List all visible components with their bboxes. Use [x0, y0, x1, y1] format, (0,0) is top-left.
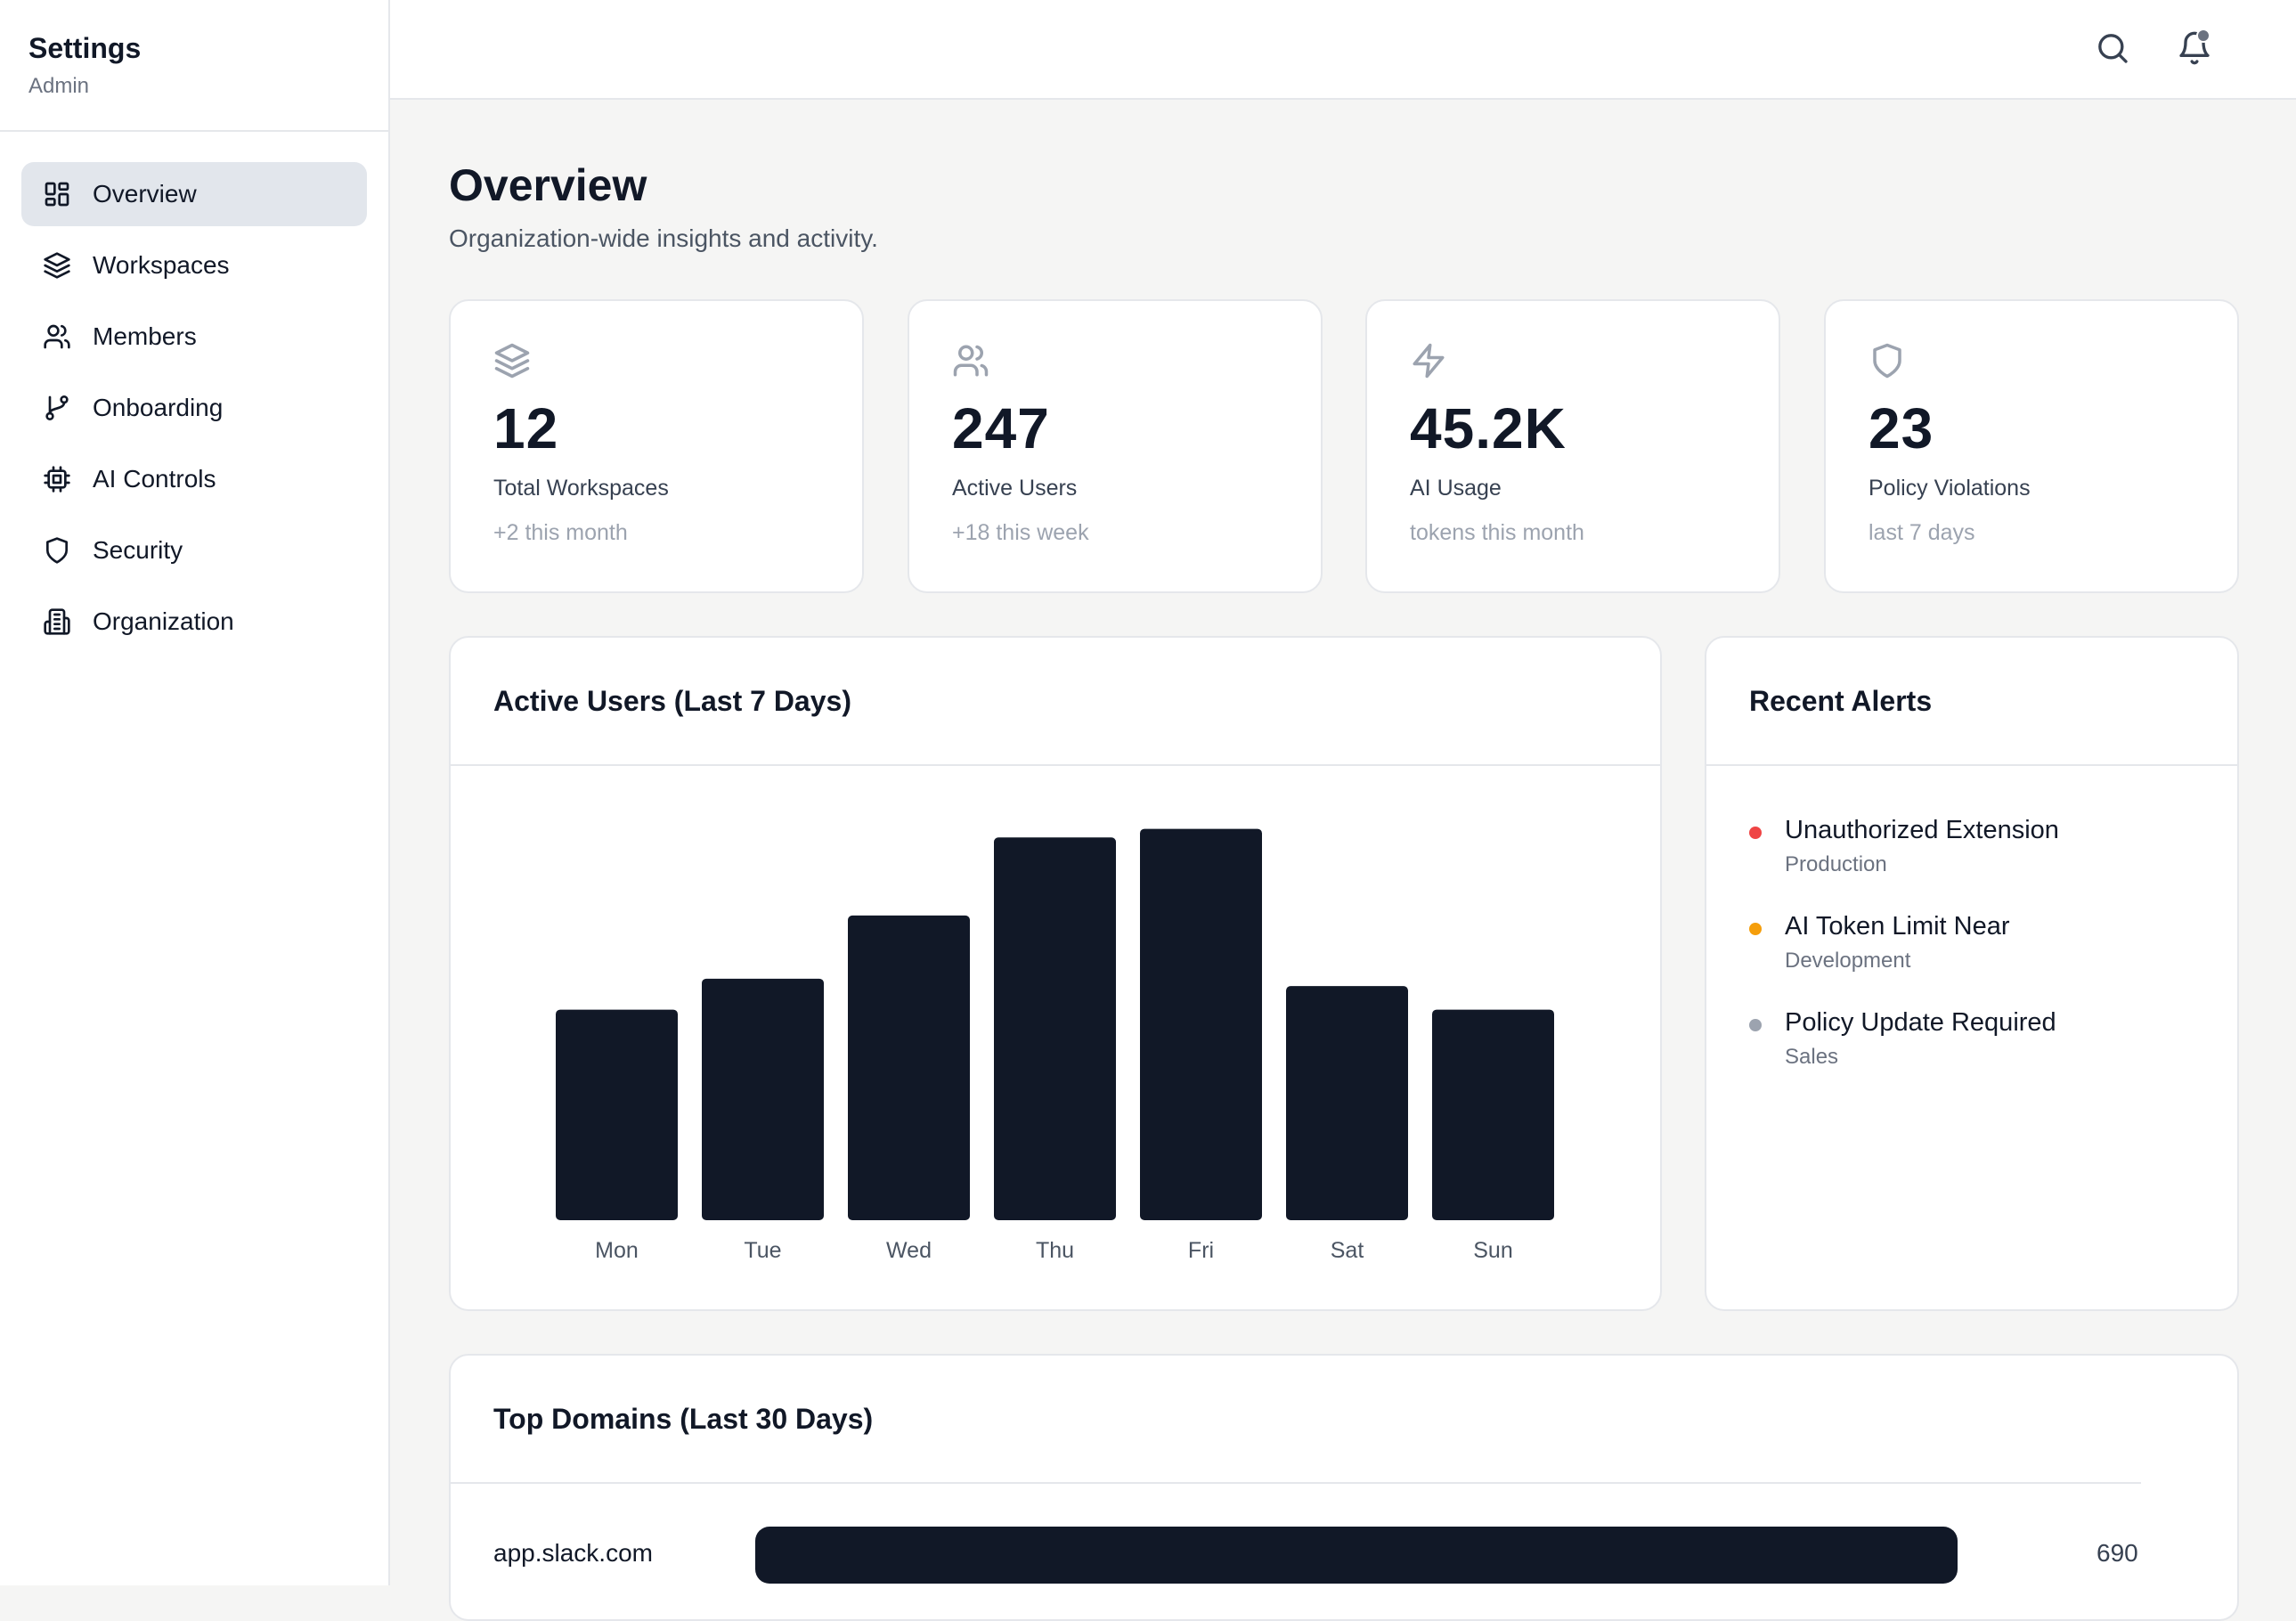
stat-label: Total Workspaces [493, 476, 669, 501]
active-users-bar-chart: Mon Tue Wed Thu Fri Sat Sun [556, 828, 1554, 1263]
search-icon[interactable] [2095, 30, 2130, 66]
sidebar-header: Settings Admin [0, 0, 388, 132]
sidebar-item-label: AI Controls [93, 465, 216, 493]
sidebar-item-ai-controls[interactable]: AI Controls [21, 447, 367, 511]
sidebar-nav: Overview Workspaces Members Onboarding A… [21, 162, 367, 661]
sidebar-item-label: Onboarding [93, 394, 224, 421]
sidebar-item-onboarding[interactable]: Onboarding [21, 376, 367, 440]
x-tick-label: Sat [1331, 1238, 1364, 1263]
bar-mon [556, 1009, 678, 1220]
x-tick-label: Mon [595, 1238, 639, 1263]
bar-sat [1286, 986, 1408, 1220]
card-header: Top Domains (Last 30 Days) [451, 1356, 2141, 1484]
top-bar [390, 0, 2296, 100]
stat-label: AI Usage [1410, 476, 1502, 501]
layers-icon [43, 251, 71, 280]
card-header: Active Users (Last 7 Days) [451, 638, 1660, 766]
alert-title: Unauthorized Extension [1785, 816, 2059, 844]
recent-alerts-card: Recent Alerts Unauthorized Extension Pro… [1705, 636, 2239, 1311]
dashboard-icon [43, 180, 71, 208]
x-tick-label: Sun [1473, 1238, 1512, 1263]
stat-label: Policy Violations [1869, 476, 2031, 501]
bar-sun [1432, 1009, 1554, 1220]
card-title: Recent Alerts [1749, 684, 1933, 717]
sidebar: Settings Admin Overview Workspaces Membe… [0, 0, 390, 1585]
sidebar-item-members[interactable]: Members [21, 305, 367, 369]
top-domains-card: Top Domains (Last 30 Days) app.slack.com… [449, 1354, 2239, 1621]
sidebar-subtitle: Admin [28, 74, 90, 98]
stat-card-policy-violations: 23 Policy Violations last 7 days [1824, 299, 2239, 593]
cpu-icon [43, 465, 71, 493]
x-tick-label: Thu [1036, 1238, 1074, 1263]
alert-status-dot [1749, 1019, 1762, 1031]
x-tick-label: Tue [744, 1238, 781, 1263]
alert-status-dot [1749, 827, 1762, 839]
stat-card-active-users: 247 Active Users +18 this week [908, 299, 1323, 593]
sidebar-item-label: Workspaces [93, 251, 230, 279]
x-tick-label: Fri [1188, 1238, 1214, 1263]
sidebar-item-label: Overview [93, 180, 197, 208]
notification-badge [2196, 29, 2211, 43]
sidebar-item-label: Security [93, 536, 183, 564]
domain-row[interactable]: app.slack.com 690 [493, 1527, 2141, 1584]
alert-title: Policy Update Required [1785, 1008, 2056, 1037]
bar-tue [702, 978, 824, 1220]
stat-value: 23 [1869, 396, 1934, 460]
sidebar-item-label: Members [93, 322, 197, 350]
stat-value: 45.2K [1410, 396, 1567, 460]
alert-workspace: Development [1785, 949, 1911, 973]
users-icon [43, 322, 71, 351]
shield-icon [43, 536, 71, 565]
building-icon [43, 607, 71, 636]
sidebar-title: Settings [28, 32, 142, 64]
stat-note: +18 this week [952, 520, 1089, 545]
layers-icon [493, 342, 862, 384]
stat-note: tokens this month [1410, 520, 1584, 545]
stat-value: 12 [493, 396, 559, 460]
page-title: Overview [449, 160, 647, 210]
alert-title: AI Token Limit Near [1785, 912, 2010, 941]
zap-icon [1410, 342, 1779, 384]
sidebar-item-label: Organization [93, 607, 234, 635]
stat-note: last 7 days [1869, 520, 1975, 545]
sidebar-item-workspaces[interactable]: Workspaces [21, 233, 367, 297]
page-subtitle: Organization-wide insights and activity. [449, 224, 878, 252]
sidebar-item-overview[interactable]: Overview [21, 162, 367, 226]
card-header: Recent Alerts [1706, 638, 2237, 766]
stat-card-workspaces: 12 Total Workspaces +2 this month [449, 299, 864, 593]
stat-note: +2 this month [493, 520, 628, 545]
users-icon [952, 342, 1321, 384]
stat-value: 247 [952, 396, 1050, 460]
domain-usage-bar [755, 1527, 1958, 1584]
bar-thu [994, 837, 1116, 1220]
domain-count: 690 [2097, 1539, 2138, 1567]
domain-name: app.slack.com [493, 1539, 653, 1567]
alert-workspace: Sales [1785, 1045, 1839, 1069]
x-tick-label: Wed [886, 1238, 932, 1263]
bar-wed [848, 915, 970, 1220]
alert-status-dot [1749, 923, 1762, 935]
alert-workspace: Production [1785, 852, 1887, 876]
sidebar-item-security[interactable]: Security [21, 518, 367, 582]
stat-label: Active Users [952, 476, 1078, 501]
shield-icon [1869, 342, 2237, 384]
card-title: Active Users (Last 7 Days) [493, 684, 851, 717]
card-title: Top Domains (Last 30 Days) [493, 1402, 874, 1435]
sidebar-item-organization[interactable]: Organization [21, 590, 367, 654]
active-users-card: Active Users (Last 7 Days) Mon Tue Wed Thu F… [449, 636, 1662, 1311]
stat-card-ai-usage: 45.2K AI Usage tokens this month [1365, 299, 1780, 593]
bar-fri [1140, 828, 1262, 1220]
git-branch-icon [43, 394, 71, 422]
bell-icon[interactable] [2177, 29, 2212, 66]
